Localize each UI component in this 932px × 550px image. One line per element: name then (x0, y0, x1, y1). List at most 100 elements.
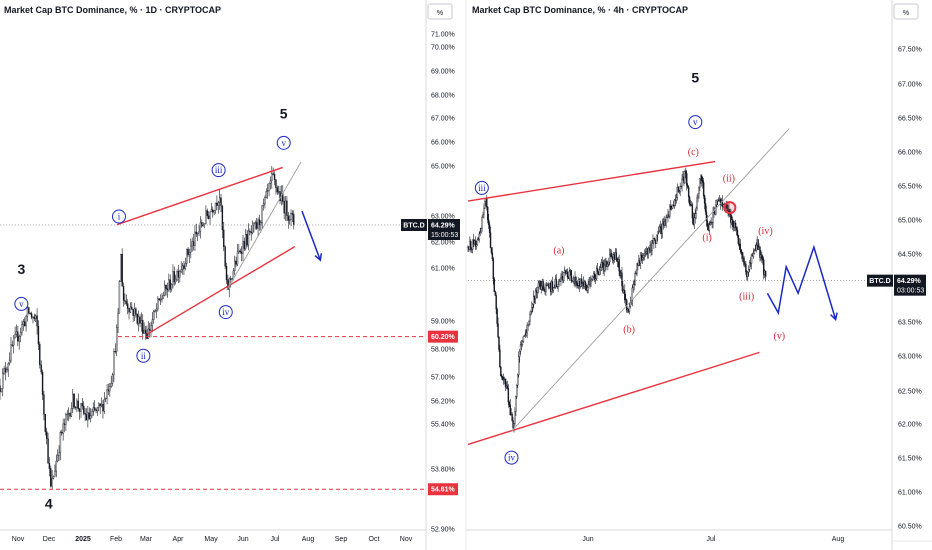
candle-body (621, 272, 623, 286)
candle-body (671, 208, 673, 210)
candle-body (654, 238, 656, 241)
wave-label-minor: v (281, 138, 286, 148)
candle-body (52, 476, 55, 479)
candle-body (530, 311, 532, 315)
candle-body (594, 273, 596, 281)
candle-body (17, 331, 19, 342)
candle-body (570, 270, 572, 282)
y-tick-label: 65.00% (431, 164, 455, 171)
candle-body (140, 320, 143, 324)
candle-body (50, 468, 52, 487)
candle-body (277, 191, 280, 193)
candle-body (527, 324, 529, 326)
candle-body (132, 309, 134, 316)
candle-body (18, 335, 20, 342)
candle-body (686, 173, 688, 186)
candle-body (486, 198, 488, 208)
candle-body (78, 408, 81, 412)
candle-body (679, 186, 681, 192)
candle-body (551, 281, 554, 291)
candle-body (84, 413, 86, 415)
candle-body (653, 238, 655, 244)
h4-unit-button[interactable] (893, 3, 919, 20)
candle-body (607, 263, 609, 267)
candle-body (701, 175, 703, 181)
candle-body (257, 219, 259, 229)
candle-body (506, 385, 509, 389)
wave-label-minor: i (118, 212, 121, 222)
wave-label-circle (136, 348, 151, 363)
candle-body (157, 298, 159, 310)
candle-body (139, 316, 141, 324)
candle-body (534, 290, 537, 300)
candle-body (644, 253, 647, 255)
x-tick-label: Aug (832, 536, 845, 543)
candle-body (500, 366, 502, 377)
candle-body (508, 401, 511, 406)
candle-body (74, 406, 77, 408)
wedge-upper-line (467, 160, 716, 202)
wave-label-major: 5 (691, 70, 699, 86)
candle-body (210, 209, 213, 213)
candle-body (533, 296, 535, 305)
candle-body (699, 178, 701, 188)
x-tick-label: Oct (369, 536, 380, 543)
candle-body (658, 226, 661, 232)
candle-body (238, 250, 240, 253)
candle-body (135, 308, 137, 315)
candle-body (114, 351, 117, 353)
candle-body (747, 272, 749, 277)
h4-price-badges: BTC.D 64.29% 03:00:53 (867, 274, 926, 296)
candle-body (695, 207, 697, 215)
candle-body (566, 271, 569, 278)
candle-body (44, 413, 47, 432)
x-tick-label: Jun (582, 536, 593, 543)
candle-body (213, 210, 215, 213)
candle-body (557, 284, 559, 287)
candle-body (165, 284, 167, 289)
candle-body (77, 400, 79, 410)
y-tick-label: 55.40% (431, 422, 455, 429)
candle-body (103, 398, 106, 412)
wave-label-circle (474, 180, 489, 195)
candle-body (169, 279, 171, 290)
daily-unit-button[interactable] (427, 3, 453, 20)
candle-body (283, 201, 285, 214)
candle-body (721, 200, 724, 207)
candle-body (188, 252, 191, 255)
candle-body (704, 203, 707, 212)
candle-body (13, 337, 15, 346)
candle-body (2, 372, 4, 389)
h4-annotations (467, 128, 892, 446)
candle-body (196, 232, 199, 235)
candle-body (151, 319, 154, 326)
candle-body (260, 222, 262, 226)
candle-body (30, 313, 33, 318)
candle-body (254, 222, 257, 224)
candle-body (677, 187, 679, 193)
candle-body (227, 279, 229, 290)
candle-body (36, 315, 38, 327)
candle-body (496, 308, 498, 324)
candle-body (563, 272, 565, 281)
candle-body (198, 231, 200, 234)
x-tick-label: Nov (12, 536, 25, 543)
candle-body (76, 400, 78, 408)
candle-body (483, 207, 485, 215)
wave-label-minor: v (693, 117, 698, 127)
candle-body (41, 371, 44, 395)
candle-body (217, 202, 219, 206)
candle-body (256, 222, 258, 229)
candle-body (212, 209, 214, 213)
candle-body (11, 344, 14, 346)
candle-body (271, 173, 273, 181)
candle-body (235, 260, 237, 265)
wave-label-major: 5 (280, 105, 288, 121)
candle-body (492, 258, 495, 280)
candle-body (279, 191, 281, 202)
h4-chart-title: Market Cap BTC Dominance, % · 4h · CRYPT… (472, 5, 688, 15)
candle-body (245, 234, 247, 249)
y-tick-label: 62.00% (431, 240, 455, 247)
candle-body (144, 329, 147, 334)
y-tick-label: 64.50% (898, 252, 922, 259)
